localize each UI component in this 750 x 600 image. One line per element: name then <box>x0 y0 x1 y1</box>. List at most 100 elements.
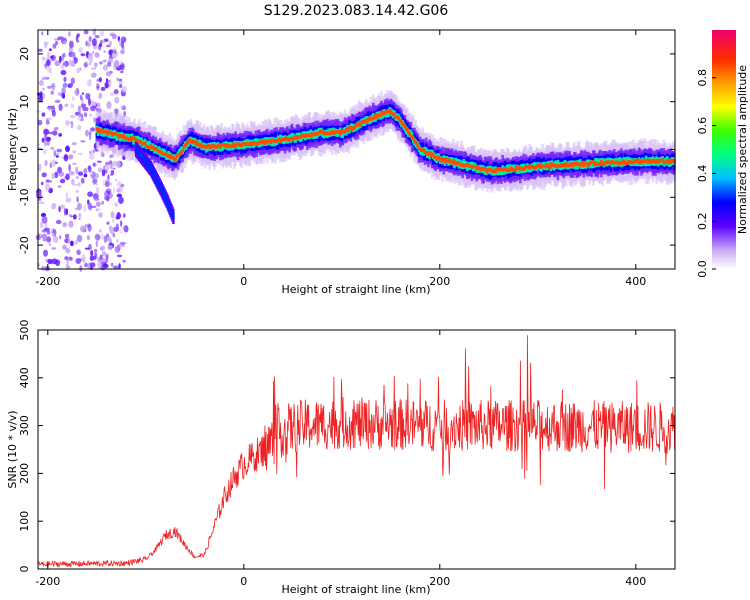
heatmap-noise-cell <box>57 36 64 40</box>
heatmap-noise-cell <box>73 57 78 64</box>
heatmap-ridge-cell <box>133 136 136 140</box>
heatmap-ridge-cell <box>440 159 443 163</box>
heatmap-noise-cell <box>54 171 59 178</box>
heatmap-ridge-cell <box>661 158 664 162</box>
heatmap-ridge-cell <box>234 144 237 148</box>
heatmap-ridge-cell <box>372 116 375 120</box>
heatmap-noise-cell <box>99 31 105 37</box>
heatmap-noise-cell <box>93 117 96 123</box>
colorbar-tick-label: 0.8 <box>696 69 709 87</box>
spectrogram-heatmap <box>35 28 676 272</box>
spectrogram-ticks: -200 0 200 400 -20 -10 0 10 20 <box>18 30 675 288</box>
heatmap-noise-cell <box>121 85 128 93</box>
heatmap-noise-cell <box>65 263 70 271</box>
heatmap-ridge-cell <box>666 159 669 163</box>
heatmap-noise-cell <box>103 235 108 243</box>
y-tick-label: 200 <box>18 463 31 484</box>
heatmap-noise-cell <box>68 220 74 228</box>
heatmap-ridge-cell <box>638 159 642 163</box>
heatmap-noise-cell <box>49 67 52 75</box>
heatmap-noise-cell <box>95 201 101 207</box>
heatmap-noise-cell <box>76 249 81 256</box>
heatmap-noise-cell <box>42 76 48 81</box>
colorbar-tick-label: 0.2 <box>696 212 709 230</box>
heatmap-noise-cell <box>89 262 96 268</box>
heatmap-noise-cell <box>108 40 113 46</box>
heatmap-noise-cell <box>47 65 50 74</box>
heatmap-ridge-cell <box>434 155 437 159</box>
x-tick-label: -200 <box>35 575 60 588</box>
heatmap-noise-cell <box>61 87 66 95</box>
heatmap-noise-cell <box>40 77 43 84</box>
heatmap-noise-cell <box>43 139 47 147</box>
heatmap-noise-cell <box>116 193 123 198</box>
heatmap-noise-cell <box>121 105 127 111</box>
heatmap-noise-cell <box>55 155 59 158</box>
heatmap-ridge-cell <box>292 137 295 141</box>
heatmap-ridge-cell <box>415 142 419 146</box>
heatmap-noise-cell <box>90 249 94 257</box>
heatmap-noise-cell <box>43 227 50 231</box>
x-tick-label: 0 <box>240 575 247 588</box>
heatmap-noise-cell <box>107 178 111 183</box>
heatmap-ridge-cell <box>564 162 568 166</box>
heatmap-noise-cell <box>101 169 106 177</box>
y-tick-label: 400 <box>18 367 31 388</box>
heatmap-noise-cell <box>111 33 117 40</box>
heatmap-noise-cell <box>68 154 74 160</box>
heatmap-noise-cell <box>67 237 71 244</box>
heatmap-noise-cell <box>53 149 57 157</box>
heatmap-ridge-cell <box>406 127 409 131</box>
heatmap-ridge-cell <box>588 162 591 166</box>
heatmap-ridge-cell <box>109 130 113 135</box>
heatmap-noise-cell <box>113 89 119 95</box>
heatmap-noise-cell <box>109 160 113 164</box>
heatmap-ridge-cell <box>563 164 567 168</box>
heatmap-noise-cell <box>83 29 89 35</box>
heatmap-noise-cell <box>51 110 56 117</box>
heatmap-noise-cell <box>88 55 94 64</box>
colorbar-label: Normalized spectral amplitude <box>736 65 749 234</box>
snr-series-line <box>37 335 675 569</box>
heatmap-noise-cell <box>61 93 66 99</box>
heatmap-ridge-cell <box>548 162 551 166</box>
heatmap-ridge-cell <box>174 157 177 162</box>
heatmap-noise-cell <box>50 203 56 210</box>
heatmap-noise-cell <box>84 93 90 100</box>
heatmap-ridge-cell <box>309 134 313 138</box>
heatmap-noise-cell <box>90 172 94 176</box>
heatmap-noise-cell <box>79 94 83 101</box>
heatmap-noise-cell <box>93 197 100 201</box>
heatmap-noise-cell <box>112 218 115 223</box>
heatmap-ridge-cell <box>169 154 173 158</box>
heatmap-noise-cell <box>104 81 110 89</box>
heatmap-ridge-cell <box>128 137 132 141</box>
heatmap-ridge-cell <box>570 162 574 166</box>
heatmap-noise-cell <box>54 60 61 67</box>
heatmap-noise-cell <box>76 33 80 38</box>
heatmap-ridge-cell <box>416 144 420 148</box>
heatmap-ridge-cell <box>571 164 575 168</box>
snr-panel: -200 0 200 400 0 100 200 300 400 500 Height of st… <box>6 320 676 596</box>
heatmap-noise-cell <box>110 211 115 219</box>
heatmap-noise-cell <box>44 159 48 167</box>
heatmap-noise-cell <box>46 230 51 235</box>
colorbar: 0.0 0.2 0.4 0.6 0.8 Normalized spectral ampl… <box>696 30 749 278</box>
heatmap-noise-cell <box>73 183 79 186</box>
heatmap-noise-cell <box>94 62 98 68</box>
heatmap-noise-cell <box>97 160 102 163</box>
heatmap-ridge-cell <box>217 143 221 147</box>
heatmap-ridge-cell <box>598 162 602 166</box>
y-tick-label: 0 <box>18 566 31 573</box>
heatmap-noise-cell <box>120 49 125 55</box>
heatmap-noise-cell <box>116 181 122 187</box>
heatmap-noise-cell <box>44 183 51 192</box>
heatmap-ridge-cell <box>143 141 147 145</box>
heatmap-ridge-cell <box>95 127 99 131</box>
heatmap-ridge-cell <box>172 156 175 160</box>
heatmap-noise-cell <box>62 222 68 228</box>
heatmap-noise-cell <box>80 113 84 121</box>
heatmap-noise-cell <box>98 92 103 99</box>
y-tick-label: 20 <box>18 47 31 61</box>
heatmap-noise-cell <box>58 205 61 213</box>
